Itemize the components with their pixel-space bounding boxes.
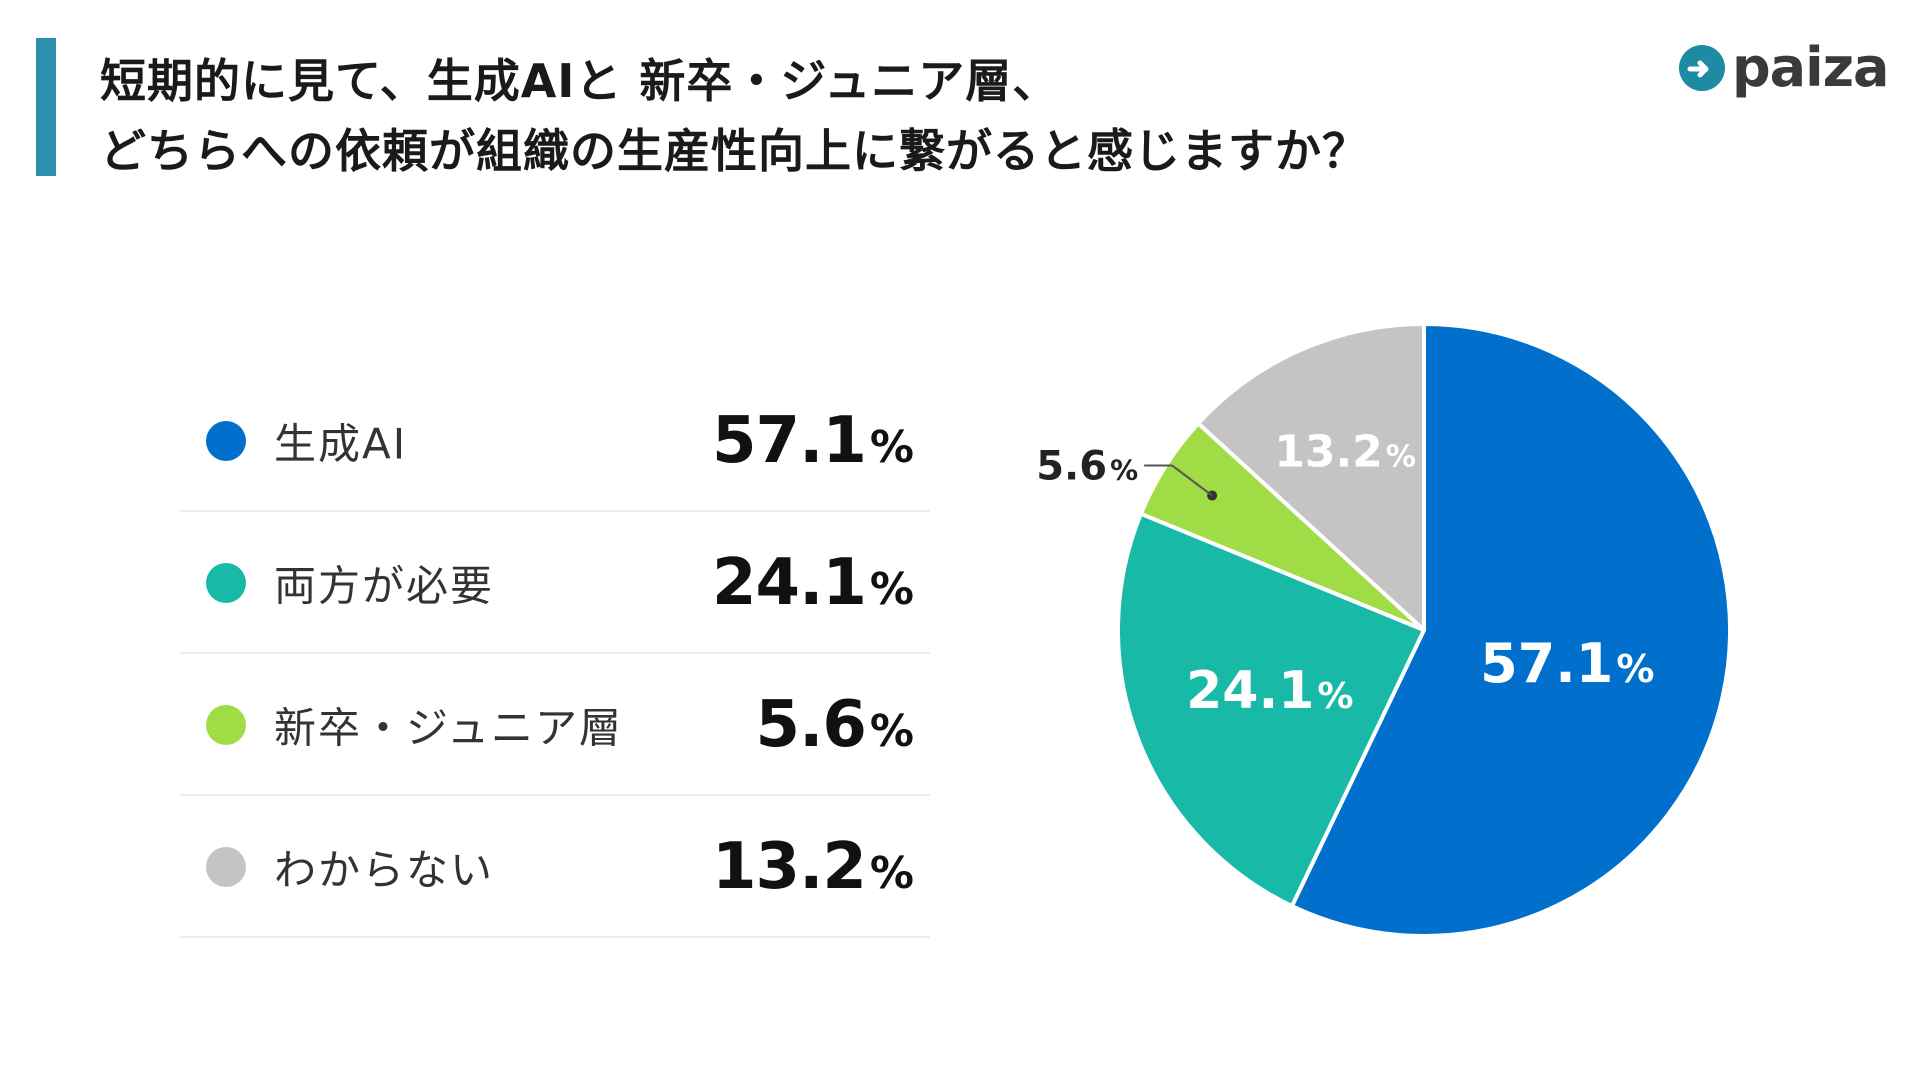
legend-number: 5.6	[755, 688, 867, 762]
pie-label-percent-sign: %	[1386, 440, 1416, 475]
legend-number: 24.1	[712, 546, 867, 620]
pie-leader-line	[1144, 464, 1213, 497]
pie-label-percent-sign: %	[1110, 454, 1138, 487]
pie-label-both-needed: 24.1%	[1186, 661, 1353, 721]
pie-label-percent-sign: %	[1616, 647, 1654, 691]
pie-label-percent-sign: %	[1317, 676, 1353, 717]
chart-title-line-1: 短期的に見て、生成AIと 新卒・ジュニア層、	[100, 54, 1060, 108]
legend-percent-sign: %	[869, 706, 914, 757]
legend-dot-generative-ai	[206, 421, 246, 461]
legend: 生成AI 57.1% 両方が必要 24.1% 新卒・ジュニア層 5.6% わから…	[180, 372, 930, 940]
pie-label-number: 57.1	[1480, 632, 1613, 695]
legend-label-both-needed: 両方が必要	[274, 561, 495, 611]
legend-number: 13.2	[712, 830, 867, 904]
legend-row: 新卒・ジュニア層 5.6%	[180, 656, 930, 796]
legend-percent-sign: %	[869, 564, 914, 615]
pie-slice-generative-ai	[1289, 322, 1732, 938]
pie-label-junior: 5.6%	[1036, 444, 1138, 490]
legend-label-generative-ai: 生成AI	[274, 419, 408, 469]
title-accent-bar	[36, 38, 56, 176]
paiza-logo: paiza	[1676, 36, 1889, 99]
pie-label-generative-ai: 57.1%	[1480, 632, 1654, 695]
legend-value-unknown: 13.2%	[712, 830, 914, 904]
legend-row: 両方が必要 24.1%	[180, 514, 930, 654]
legend-row: わからない 13.2%	[180, 798, 930, 938]
legend-value-generative-ai: 57.1%	[712, 404, 914, 478]
pie-label-number: 24.1	[1186, 661, 1314, 721]
legend-percent-sign: %	[869, 422, 914, 473]
chart-title: 短期的に見て、生成AIと 新卒・ジュニア層、 どちらへの依頼が組織の生産性向上に…	[100, 46, 1369, 186]
chart-title-line-2: どちらへの依頼が組織の生産性向上に繋がると感じますか？	[100, 124, 1369, 178]
legend-number: 57.1	[712, 404, 867, 478]
legend-value-junior: 5.6%	[756, 688, 914, 762]
pie-slice-unknown	[1196, 322, 1426, 632]
legend-label-unknown: わからない	[274, 845, 495, 895]
legend-label-junior: 新卒・ジュニア層	[274, 703, 624, 753]
legend-value-both-needed: 24.1%	[712, 546, 914, 620]
paiza-logo-text: paiza	[1732, 36, 1889, 99]
legend-percent-sign: %	[869, 848, 914, 899]
legend-row: 生成AI 57.1%	[180, 372, 930, 512]
legend-dot-both-needed	[206, 563, 246, 603]
pie-label-number: 13.2	[1274, 427, 1383, 478]
legend-dot-unknown	[206, 847, 246, 887]
paiza-logo-icon	[1679, 45, 1725, 91]
pie-label-number: 5.6	[1036, 444, 1107, 490]
legend-dot-junior	[206, 705, 246, 745]
pie-label-unknown: 13.2%	[1274, 427, 1416, 478]
pie-slice-both-needed	[1116, 511, 1426, 909]
